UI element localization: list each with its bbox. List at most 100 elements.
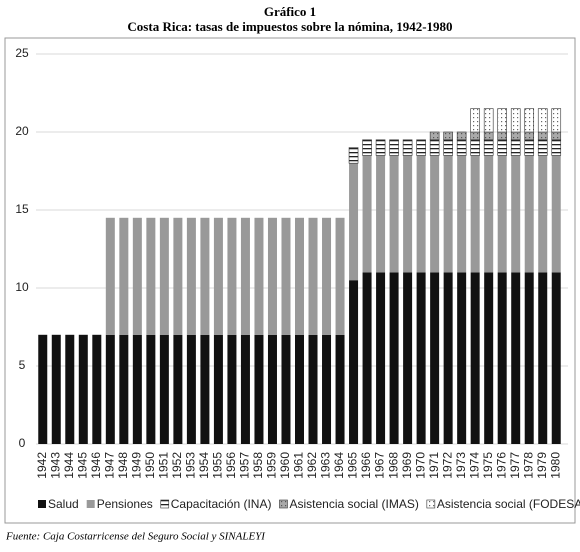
bar-segment bbox=[538, 155, 548, 273]
bar-segment bbox=[376, 155, 386, 273]
bar-segment bbox=[511, 272, 521, 444]
legend-label: Pensiones bbox=[97, 497, 153, 511]
bar-segment bbox=[429, 131, 440, 141]
bar-segment bbox=[470, 108, 480, 133]
bar-segment bbox=[524, 131, 535, 141]
bar-segment bbox=[403, 155, 413, 273]
bar-segment bbox=[227, 334, 237, 444]
x-tick-label: 1944 bbox=[62, 452, 76, 479]
x-tick-label: 1980 bbox=[548, 452, 562, 479]
bar-segment bbox=[173, 334, 183, 444]
bar-segment bbox=[173, 217, 183, 335]
bar-segment bbox=[538, 272, 548, 444]
bar-segment bbox=[186, 334, 196, 444]
x-tick-label: 1957 bbox=[238, 452, 252, 479]
bar-segment bbox=[335, 217, 345, 335]
x-tick-label: 1969 bbox=[400, 452, 414, 479]
x-tick-label: 1945 bbox=[75, 452, 89, 479]
x-tick-label: 1964 bbox=[332, 452, 346, 479]
x-tick-label: 1971 bbox=[427, 452, 441, 479]
bar-segment bbox=[389, 272, 399, 444]
bar-segment bbox=[443, 139, 453, 156]
bar-segment bbox=[497, 139, 507, 156]
bar-segment bbox=[497, 155, 507, 273]
legend-label: Asistencia social (IMAS) bbox=[289, 497, 418, 511]
x-tick-label: 1949 bbox=[130, 452, 144, 479]
source-note: Fuente: Caja Costarricense del Seguro So… bbox=[5, 531, 266, 543]
y-tick-label: 0 bbox=[19, 436, 26, 450]
bar-segment bbox=[119, 217, 129, 335]
bar-segment bbox=[443, 272, 453, 444]
bar-segment bbox=[105, 334, 115, 444]
bar-segment bbox=[281, 217, 291, 335]
bar-segment bbox=[497, 108, 507, 133]
x-tick-label: 1955 bbox=[211, 452, 225, 479]
legend-label: Salud bbox=[48, 497, 79, 511]
bar-segment bbox=[551, 139, 562, 156]
x-tick-label: 1967 bbox=[373, 452, 387, 479]
x-tick-label: 1961 bbox=[292, 452, 306, 479]
bar-segment bbox=[551, 272, 561, 444]
bar-segment bbox=[38, 334, 48, 444]
x-tick-label: 1960 bbox=[278, 452, 292, 479]
x-tick-label: 1959 bbox=[265, 452, 279, 479]
bar-segment bbox=[524, 108, 535, 133]
bar-segment bbox=[132, 334, 142, 444]
bar-segment bbox=[524, 272, 534, 444]
bar-segment bbox=[105, 217, 115, 335]
bar-segment bbox=[146, 217, 156, 335]
bar-segment bbox=[146, 334, 156, 444]
bar-segment bbox=[537, 108, 548, 133]
x-tick-label: 1974 bbox=[467, 452, 481, 479]
bar-segment bbox=[402, 139, 413, 156]
bar-segment bbox=[295, 334, 304, 444]
x-tick-label: 1950 bbox=[143, 452, 157, 479]
bar-segment bbox=[484, 272, 494, 444]
y-tick-label: 10 bbox=[15, 280, 29, 294]
bar-segment bbox=[443, 131, 453, 141]
bar-segment bbox=[497, 272, 507, 444]
bar-segment bbox=[416, 155, 426, 273]
legend-label: Asistencia social (FODESAF) bbox=[437, 497, 580, 511]
bar-segment bbox=[308, 217, 318, 335]
bar-segment bbox=[524, 155, 534, 273]
bar-segment bbox=[416, 272, 426, 444]
bar-segment bbox=[483, 139, 494, 156]
bar-segment bbox=[429, 139, 440, 156]
bar-segment bbox=[497, 131, 507, 141]
bar-segment bbox=[322, 217, 332, 335]
bar-segment bbox=[227, 217, 237, 335]
bar-segment bbox=[213, 217, 223, 335]
bar-segment bbox=[457, 272, 467, 444]
bar-segment bbox=[254, 334, 264, 444]
bar-segment bbox=[348, 147, 359, 164]
bar-segment bbox=[510, 108, 521, 133]
x-tick-label: 1973 bbox=[454, 452, 468, 479]
x-tick-label: 1952 bbox=[170, 452, 184, 479]
bar-segment bbox=[132, 217, 142, 335]
bar-segment bbox=[200, 217, 210, 335]
bar-segment bbox=[92, 334, 102, 444]
x-tick-label: 1951 bbox=[157, 452, 171, 479]
bar-segment bbox=[551, 131, 562, 141]
x-tick-label: 1972 bbox=[440, 452, 454, 479]
chart-title: Gráfico 1 bbox=[264, 4, 316, 19]
bar-segment bbox=[51, 334, 61, 444]
x-tick-label: 1979 bbox=[535, 452, 549, 479]
bar-segment bbox=[510, 131, 521, 141]
x-tick-label: 1947 bbox=[102, 452, 116, 479]
bar-segment bbox=[200, 334, 210, 444]
bar-segment bbox=[537, 139, 548, 156]
x-tick-label: 1956 bbox=[224, 452, 238, 479]
bar-segment bbox=[510, 139, 521, 156]
bar-segment bbox=[551, 108, 562, 133]
bar-segment bbox=[511, 155, 521, 273]
bar-segment bbox=[524, 139, 535, 156]
bar-segment bbox=[335, 334, 345, 444]
bar-segment bbox=[470, 155, 480, 273]
legend-swatch bbox=[426, 499, 436, 509]
bar-segment bbox=[159, 217, 169, 335]
bar-segment bbox=[457, 155, 467, 273]
bar-segment bbox=[537, 131, 548, 141]
bar-segment bbox=[483, 108, 494, 133]
